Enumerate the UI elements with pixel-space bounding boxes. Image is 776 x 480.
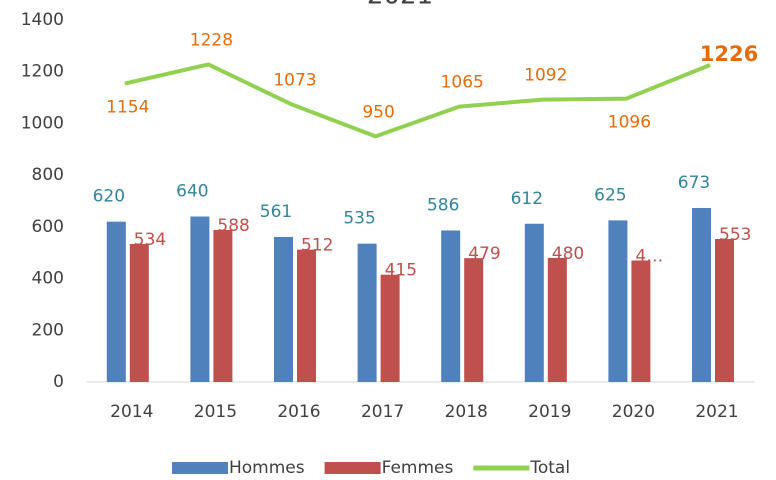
bar	[213, 229, 233, 382]
data-label: 950	[362, 102, 394, 122]
bar	[547, 257, 567, 382]
line	[124, 62, 711, 139]
bar	[715, 239, 734, 382]
bar	[380, 274, 400, 382]
x-tick-label: 2014	[110, 402, 153, 422]
y-tick-label: 800	[32, 165, 64, 185]
y-tick-label: 400	[32, 269, 64, 289]
data-label: 1092	[524, 66, 567, 86]
y-tick-label: 1200	[21, 62, 64, 82]
data-label: 480	[552, 244, 584, 264]
bar	[297, 249, 316, 382]
data-label: 588	[217, 216, 249, 236]
bar	[129, 243, 149, 382]
data-label: 625	[594, 185, 626, 205]
legend-swatch	[172, 462, 228, 474]
y-tick-label: 600	[32, 217, 64, 237]
data-label: 673	[678, 173, 710, 193]
legend-label: Total	[529, 458, 570, 478]
x-tick-label: 2020	[612, 402, 655, 422]
data-label: 553	[719, 225, 751, 245]
data-label: 1154	[106, 98, 149, 118]
data-label: 415	[385, 261, 417, 281]
y-tick-label: 1000	[21, 113, 64, 133]
data-label: 4…	[635, 246, 663, 266]
data-label: 1228	[190, 30, 233, 50]
x-tick-label: 2018	[445, 402, 488, 422]
data-label: 1226	[700, 42, 758, 66]
data-label: 1065	[441, 73, 484, 93]
x-tick-label: 2015	[194, 402, 237, 422]
bar	[631, 260, 651, 382]
x-tick-label: 2021	[695, 402, 738, 422]
x-tick-label: 2016	[277, 402, 320, 422]
bar	[274, 236, 293, 382]
bar	[357, 243, 377, 382]
data-label: 640	[176, 182, 208, 202]
data-label: 561	[260, 202, 292, 222]
chart-title: 2021	[367, 0, 433, 11]
data-label: 586	[427, 195, 459, 215]
y-tick-label: 1400	[21, 10, 64, 30]
bar	[524, 223, 544, 382]
data-label: 535	[343, 209, 375, 229]
y-tick-label: 0	[53, 372, 64, 392]
legend-swatch	[324, 462, 381, 474]
y-tick-label: 200	[32, 320, 64, 340]
bar	[608, 220, 628, 382]
data-label: 1096	[608, 113, 651, 133]
x-tick-label: 2019	[528, 402, 571, 422]
bar	[464, 258, 484, 382]
data-label: 612	[511, 189, 543, 209]
bar	[106, 221, 126, 382]
data-label: 1073	[273, 71, 316, 91]
legend-label: Femmes	[382, 458, 454, 478]
x-tick-label: 2017	[361, 402, 404, 422]
bar	[692, 207, 711, 382]
data-label: 534	[134, 230, 166, 250]
data-label: 620	[93, 187, 125, 207]
bar	[190, 216, 210, 382]
data-label: 479	[468, 244, 500, 264]
data-label: 512	[301, 236, 333, 256]
legend-label: Hommes	[229, 458, 305, 478]
bar	[441, 230, 461, 382]
